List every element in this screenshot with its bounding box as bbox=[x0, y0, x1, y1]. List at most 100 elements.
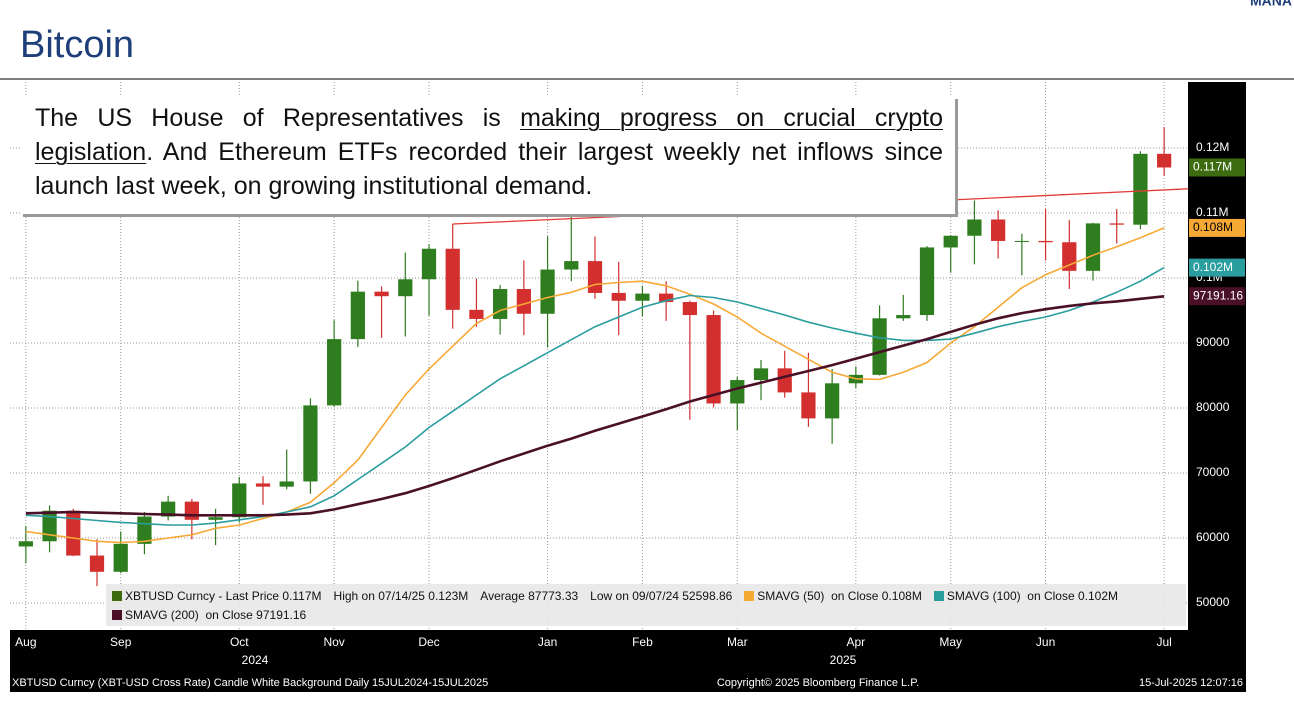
x-tick-label: Jan bbox=[538, 635, 557, 649]
x-tick-label: Dec bbox=[418, 635, 439, 649]
y-tick-label: 60000 bbox=[1196, 530, 1230, 544]
legend-item: SMAVG (100) on Close 0.102M bbox=[933, 588, 1119, 603]
candle-body bbox=[232, 483, 247, 518]
candle-body bbox=[682, 302, 697, 316]
moving-average-line bbox=[25, 295, 1165, 517]
candle-body bbox=[1157, 153, 1172, 168]
legend-stat: Average 87773.33 bbox=[480, 588, 579, 603]
callout: The US House of Representatives is makin… bbox=[20, 96, 955, 214]
candle-body bbox=[540, 269, 555, 314]
legend-label: SMAVG (50) on Close bbox=[757, 588, 879, 603]
legend-value: 0.117M bbox=[282, 588, 322, 603]
x-tick-label: Feb bbox=[632, 635, 653, 649]
legend-swatch bbox=[744, 590, 755, 601]
candle-body bbox=[635, 293, 650, 301]
callout-text: . And Ethereum ETFs recorded their large… bbox=[35, 138, 943, 200]
candle-body bbox=[66, 510, 81, 556]
y-tick-label: 80000 bbox=[1196, 400, 1230, 414]
last-value-label: 97191.16 bbox=[1193, 288, 1243, 302]
last-value-label: 0.117M bbox=[1193, 160, 1232, 174]
last-value-box bbox=[1189, 287, 1245, 306]
x-tick-label: Aug bbox=[15, 635, 36, 649]
last-value-label: 0.108M bbox=[1193, 220, 1233, 234]
legend-item: SMAVG (200) on Close 97191.16 bbox=[112, 608, 306, 622]
candle-body bbox=[919, 247, 935, 316]
x-tick-label: Jul bbox=[1156, 635, 1171, 649]
legend: XBTUSD Curncy - Last Price 0.117M High on… bbox=[106, 584, 1186, 626]
candle-body bbox=[967, 219, 982, 236]
trend-line bbox=[950, 187, 1200, 201]
candle-body bbox=[161, 501, 176, 517]
y-tick-label: 50000 bbox=[1196, 595, 1230, 609]
candle-body bbox=[706, 315, 721, 404]
legend-label: XBTUSD Curncy - Last Price bbox=[125, 588, 280, 603]
x-tick-label: Sep bbox=[110, 635, 132, 649]
legend-row: SMAVG (200) on Close 97191.16 bbox=[112, 605, 1180, 624]
legend-swatch bbox=[112, 590, 122, 601]
candle-body bbox=[1085, 223, 1101, 271]
legend-value: 0.102M bbox=[1078, 588, 1119, 603]
axes: 2024 2025 XBTUSD Curncy (XBT-USD Cross R… bbox=[12, 140, 1245, 689]
logo: MANA bbox=[1250, 0, 1292, 9]
callout-link-text: making progress on crucial crypto legisl… bbox=[35, 104, 943, 166]
candle-body bbox=[493, 289, 508, 319]
footer-left: XBTUSD Curncy (XBT-USD Cross Rate) Candl… bbox=[12, 677, 488, 689]
candle-body bbox=[991, 219, 1006, 241]
candle-body bbox=[1038, 240, 1053, 243]
candle-body bbox=[587, 261, 603, 293]
candle-body bbox=[801, 392, 816, 419]
candle-body bbox=[279, 481, 294, 487]
candle-body bbox=[208, 517, 223, 520]
legend-stat: Low on 09/07/24 52598.86 bbox=[590, 588, 733, 603]
candle-body bbox=[303, 405, 318, 482]
legend-label: SMAVG (200) on Close bbox=[125, 607, 253, 622]
candle-body bbox=[872, 318, 887, 375]
legend-swatch bbox=[933, 590, 944, 601]
last-value-box bbox=[1189, 258, 1245, 277]
candle-body bbox=[896, 315, 911, 319]
candle-body bbox=[1014, 240, 1029, 242]
last-value-label: 0.102M bbox=[1193, 260, 1233, 274]
year-label: 2024 bbox=[242, 653, 269, 667]
candle-body bbox=[516, 289, 531, 314]
legend-swatch bbox=[112, 609, 122, 620]
y-tick-label: 70000 bbox=[1196, 465, 1230, 479]
candle-body bbox=[730, 380, 745, 404]
legend-label: SMAVG (100) on Close bbox=[946, 588, 1075, 603]
y-tick-label: 90000 bbox=[1196, 335, 1230, 349]
candle-body bbox=[327, 339, 342, 406]
moving-average-line bbox=[25, 266, 1165, 526]
x-tick-label: May bbox=[939, 635, 962, 649]
candle-body bbox=[564, 261, 579, 270]
candle-body bbox=[137, 516, 152, 544]
callout-text: The US House of Representatives is bbox=[35, 104, 521, 132]
bottom-axis-panel bbox=[10, 630, 1246, 692]
legend-item: XBTUSD Curncy - Last Price 0.117M bbox=[112, 589, 322, 603]
candle-body bbox=[611, 292, 626, 301]
x-tick-label: Mar bbox=[727, 635, 748, 649]
timestamp: 15-Jul-2025 12:07:16 bbox=[1139, 677, 1243, 689]
moving-average-line bbox=[25, 227, 1165, 544]
candle-body bbox=[777, 368, 792, 393]
candle-body bbox=[255, 483, 271, 487]
x-tick-label: Apr bbox=[847, 635, 866, 649]
x-tick-label: Oct bbox=[230, 635, 249, 649]
last-value-box bbox=[1189, 158, 1245, 177]
candle-body bbox=[113, 543, 128, 572]
copyright: Copyright© 2025 Bloomberg Finance L.P. bbox=[717, 677, 919, 689]
candle-body bbox=[753, 368, 769, 381]
candle-body bbox=[1109, 223, 1124, 225]
x-tick-label: Nov bbox=[323, 635, 344, 649]
candle-body bbox=[943, 235, 958, 248]
candle-body bbox=[42, 510, 57, 542]
candle-body bbox=[374, 291, 389, 297]
candle-body bbox=[18, 541, 33, 547]
candle-body bbox=[398, 279, 413, 297]
legend-value: 0.108M bbox=[881, 588, 922, 603]
candle-body bbox=[184, 501, 199, 520]
last-value-box bbox=[1189, 218, 1245, 237]
legend-item: SMAVG (50) on Close 0.108M bbox=[744, 589, 922, 603]
candle-body bbox=[825, 383, 840, 419]
candle-body bbox=[469, 309, 484, 319]
